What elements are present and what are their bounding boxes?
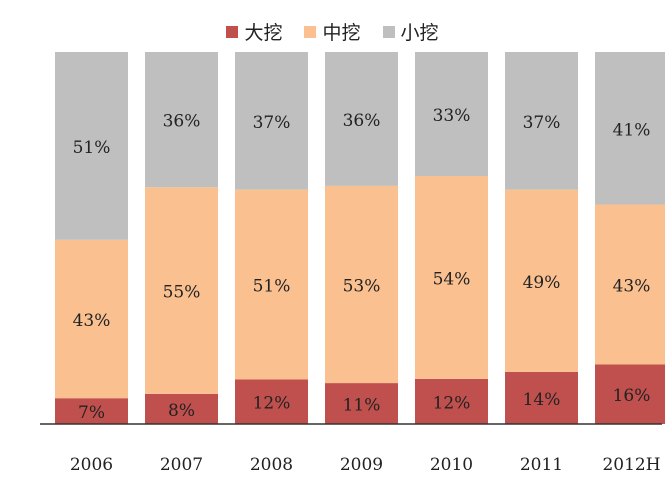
data-label-medium-2011: 49% <box>523 273 561 293</box>
legend-label-small: 小挖 <box>400 22 439 44</box>
data-label-small-2009: 36% <box>343 111 381 131</box>
legend-label-medium: 中挖 <box>322 22 361 44</box>
data-label-large-2010: 12% <box>433 393 471 413</box>
bar-medium-2006 <box>55 239 128 399</box>
legend-item-large: 大挖 <box>226 18 282 45</box>
data-label-small-2010: 33% <box>433 106 471 126</box>
bar-large-2009 <box>325 383 398 424</box>
data-label-large-2007: 8% <box>168 401 195 421</box>
bar-large-2012H <box>595 364 665 424</box>
bar-large-2008 <box>235 379 308 424</box>
bar-large-2006 <box>55 398 128 424</box>
legend-swatch-small <box>382 25 395 38</box>
data-label-large-2011: 14% <box>523 390 561 410</box>
bar-medium-2011 <box>505 189 578 372</box>
data-label-small-2007: 36% <box>163 112 201 132</box>
data-label-medium-2006: 43% <box>73 311 111 331</box>
bar-small-2011 <box>505 52 578 190</box>
bar-medium-2012H <box>595 204 665 365</box>
data-label-medium-2009: 53% <box>343 277 381 297</box>
bar-small-2007 <box>145 52 218 188</box>
bar-large-2011 <box>505 371 578 424</box>
x-tick-label-2006: 2006 <box>70 455 113 475</box>
legend-label-large: 大挖 <box>244 22 283 44</box>
data-label-large-2012H: 16% <box>613 386 651 406</box>
bar-medium-2009 <box>325 185 398 384</box>
x-tick-label-2010: 2010 <box>430 455 473 475</box>
legend: 大挖 中挖 小挖 <box>0 18 665 45</box>
x-tick-label-2011: 2011 <box>520 455 563 475</box>
bar-medium-2010 <box>415 176 488 379</box>
bar-small-2006 <box>55 52 128 240</box>
x-tick-label-2007: 2007 <box>160 455 203 475</box>
data-label-medium-2007: 55% <box>163 283 201 303</box>
data-label-medium-2008: 51% <box>253 277 291 297</box>
bar-large-2010 <box>415 378 488 424</box>
bar-small-2009 <box>325 52 398 186</box>
x-tick-label-2009: 2009 <box>340 455 383 475</box>
data-label-medium-2012H: 43% <box>613 277 651 297</box>
bar-large-2007 <box>145 393 218 424</box>
legend-item-medium: 中挖 <box>304 18 361 45</box>
data-label-small-2008: 37% <box>253 113 291 133</box>
legend-item-small: 小挖 <box>382 18 439 45</box>
data-label-small-2006: 51% <box>73 138 111 158</box>
data-label-large-2008: 12% <box>253 394 291 414</box>
data-label-small-2011: 37% <box>523 113 561 133</box>
legend-swatch-medium <box>304 25 317 38</box>
bar-small-2008 <box>235 52 308 190</box>
bar-small-2010 <box>415 52 488 176</box>
x-tick-label-2012H: 2012H <box>602 455 660 475</box>
legend-swatch-large <box>226 25 239 38</box>
x-tick-label-2008: 2008 <box>250 455 293 475</box>
data-label-small-2012H: 41% <box>613 120 651 140</box>
bar-small-2012H <box>595 52 665 205</box>
bar-medium-2007 <box>145 187 218 394</box>
data-label-large-2006: 7% <box>78 403 105 423</box>
data-label-large-2009: 11% <box>343 396 381 416</box>
data-label-medium-2010: 54% <box>433 269 471 289</box>
bar-medium-2008 <box>235 189 308 380</box>
